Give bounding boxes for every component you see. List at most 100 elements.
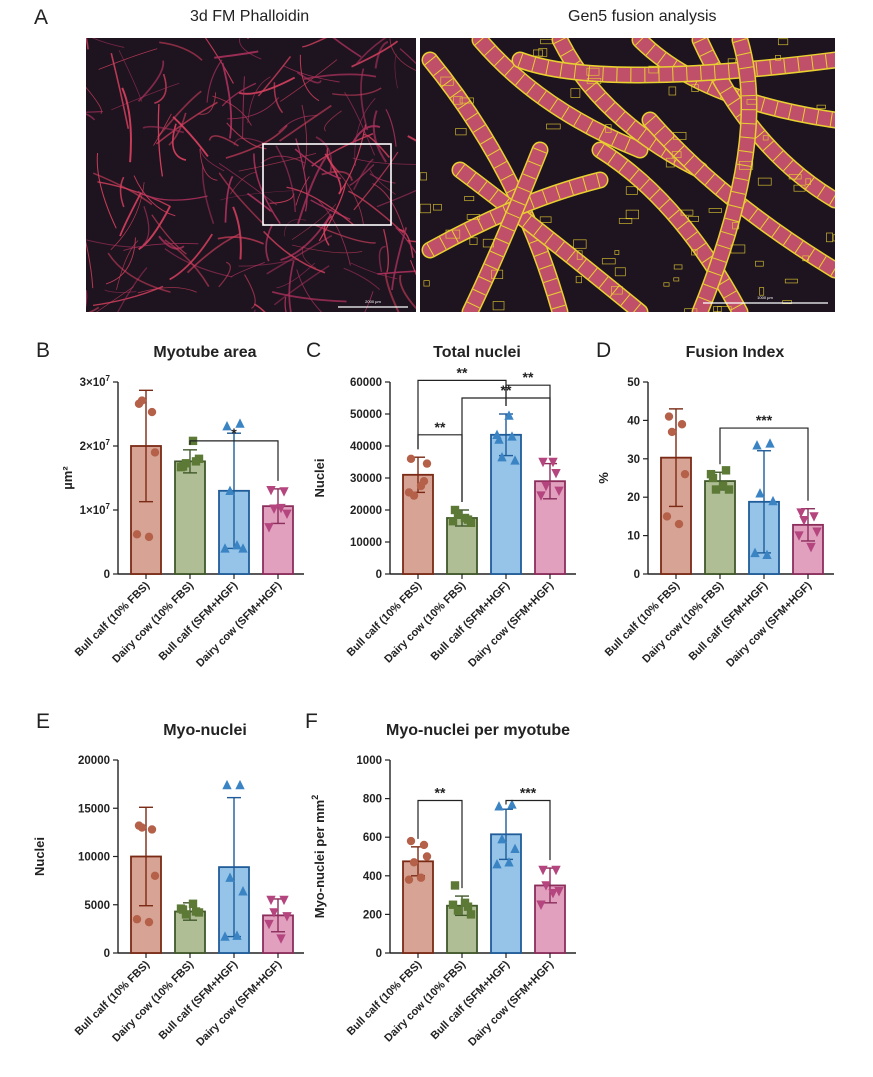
data-point: [466, 910, 476, 919]
y-tick-label: 0: [376, 569, 382, 581]
significance-bracket: [417, 799, 463, 889]
data-point: [450, 505, 460, 515]
y-axis-label-sup: 2: [310, 795, 320, 800]
right-scale-bar-label: 1000 µm: [757, 295, 773, 300]
x-tick-label: Bull calf (SFM+HGF): [157, 579, 241, 663]
significance-bracket: [189, 440, 279, 481]
data-point: [144, 532, 154, 542]
data-point: [504, 857, 514, 867]
significance-label: ***: [756, 412, 773, 428]
data-point: [806, 542, 816, 553]
data-point: [276, 934, 286, 944]
data-point: [266, 895, 276, 906]
data-point: [510, 455, 520, 465]
x-tick-label: Dairy cow (10% FBS): [640, 579, 726, 665]
panel-letter: C: [306, 339, 321, 362]
data-point: [137, 396, 147, 405]
data-point: [147, 407, 157, 417]
data-point: [264, 523, 274, 533]
data-point: [507, 799, 517, 809]
y-tick-label: 60000: [350, 377, 382, 389]
data-point: [507, 431, 517, 441]
data-point: [132, 530, 142, 539]
x-tick-label: Bull calf (10% FBS): [345, 579, 425, 659]
y-tick-label: 0: [634, 569, 640, 581]
y-tick-label: 30000: [350, 473, 382, 485]
data-point: [419, 840, 429, 850]
chart-b: B Myotube area 0 1×107 2×107 3×107 µm² Bull cal…: [36, 339, 304, 670]
x-tick-label: Bull calf (10% FBS): [345, 958, 425, 1038]
data-point: [194, 454, 204, 463]
y-tick-exponent: 7: [106, 374, 111, 383]
x-tick-label: Dairy cow (SFM+HGF): [466, 958, 556, 1048]
data-point: [448, 900, 458, 909]
data-point: [276, 503, 286, 514]
data-point: [768, 495, 778, 506]
data-point: [510, 843, 520, 853]
data-point: [416, 873, 426, 882]
data-point: [404, 875, 414, 884]
data-point: [794, 531, 804, 541]
data-point: [541, 481, 551, 492]
significance-label: ***: [520, 785, 537, 801]
data-point: [765, 438, 775, 448]
data-point: [150, 448, 160, 457]
y-tick-label: 10000: [78, 852, 110, 864]
data-point: [235, 779, 245, 790]
data-point: [538, 865, 548, 876]
data-point: [409, 858, 419, 867]
data-point: [176, 462, 186, 472]
x-tick-label: Bull calf (SFM+HGF): [157, 958, 241, 1042]
chart-e: E Myo-nuclei 0 5000 10000 15000 20000 Nuclei Bul…: [32, 710, 304, 1049]
data-point: [724, 485, 734, 494]
panel-letter: D: [596, 339, 611, 362]
data-point: [667, 427, 677, 437]
data-point: [497, 452, 507, 462]
micrograph-panel: 2000 µm 1000 µm: [86, 38, 835, 312]
chart-title: Total nuclei: [433, 344, 521, 361]
x-tick-label: Dairy cow (10% FBS): [382, 958, 468, 1044]
chart-title: Myotube area: [153, 344, 256, 361]
data-point: [460, 513, 470, 523]
data-point: [150, 871, 160, 880]
data-point: [711, 485, 721, 494]
significance-label: **: [457, 364, 468, 380]
y-tick-label: 20: [627, 492, 640, 504]
y-tick-label: 0: [376, 948, 382, 960]
y-tick-label: 30: [627, 454, 640, 466]
data-point: [220, 543, 230, 553]
y-axis-label: Myo-nuclei per mm2: [310, 795, 327, 918]
data-point: [538, 457, 548, 468]
data-point: [796, 508, 806, 518]
left-scale-bar-label: 2000 µm: [365, 299, 381, 304]
data-point: [809, 512, 819, 522]
y-tick-label: 5000: [84, 900, 110, 912]
data-point: [232, 540, 242, 550]
data-point: [406, 836, 416, 846]
data-point: [554, 486, 564, 496]
data-point: [460, 898, 470, 908]
data-point: [279, 487, 289, 497]
data-point: [404, 488, 414, 497]
x-tick-label: Bull calf (10% FBS): [73, 579, 153, 659]
data-point: [450, 881, 460, 890]
data-point: [551, 469, 561, 479]
significance-label: **: [435, 419, 446, 435]
data-point: [144, 917, 154, 927]
y-tick-label: 0: [104, 948, 110, 960]
chart-f: F Myo-nuclei per myotube 0 200 400 600 800 1000…: [305, 710, 576, 1049]
y-tick-label: 1×107: [80, 502, 111, 517]
x-tick-label: Dairy cow (10% FBS): [110, 958, 196, 1044]
x-tick-label: Dairy cow (10% FBS): [382, 579, 468, 665]
panel-letter: B: [36, 339, 50, 362]
y-axis-label: Nuclei: [312, 458, 327, 497]
y-tick-label: 40: [627, 415, 640, 427]
data-point: [536, 900, 546, 910]
significance-label: **: [523, 369, 534, 385]
y-tick-label: 400: [363, 871, 382, 883]
data-point: [220, 931, 230, 941]
y-tick-label: 50: [627, 377, 640, 389]
x-tick-label: Dairy cow (SFM+HGF): [466, 579, 556, 669]
data-point: [755, 488, 765, 498]
data-point: [706, 469, 716, 479]
